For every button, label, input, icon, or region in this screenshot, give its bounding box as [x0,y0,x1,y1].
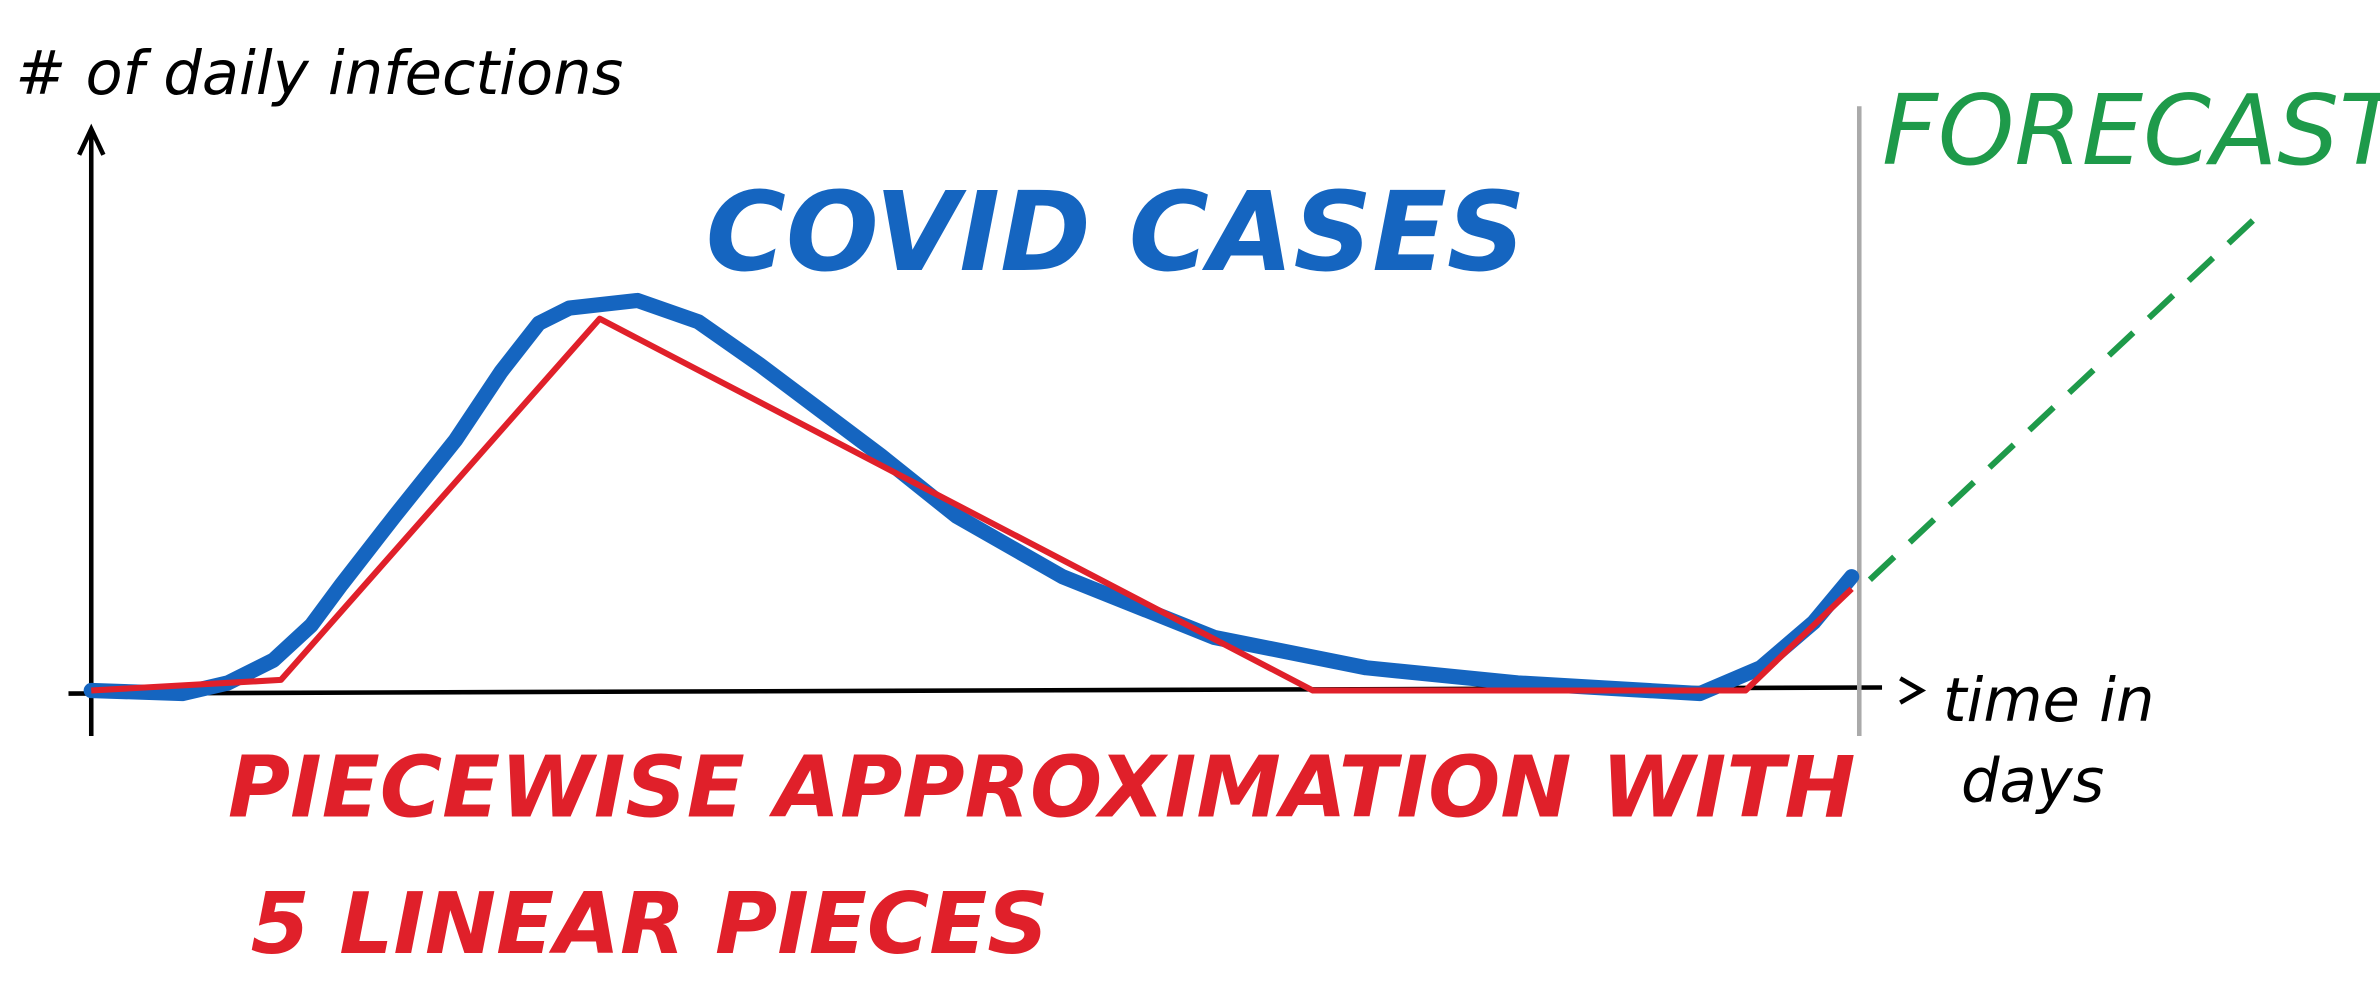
x-axis-label: time in [1943,666,2155,736]
y-axis-label: # of daily infections [15,39,623,109]
approximation-label: 5 LINEAR PIECES [251,875,1049,974]
forecast-line [1867,210,2264,582]
forecast-label: FORECAST [1882,74,2380,187]
x-axis-label: days [1961,746,2104,816]
approximation-label: PIECEWISE APPROXIMATION WITH [228,738,1856,837]
piecewise-approximation [91,315,1854,694]
curve-label: COVID CASES [706,169,1526,296]
covid-curve [83,292,1860,702]
y-axis-arrow [77,123,106,156]
x-axis-arrow [1899,676,1927,705]
